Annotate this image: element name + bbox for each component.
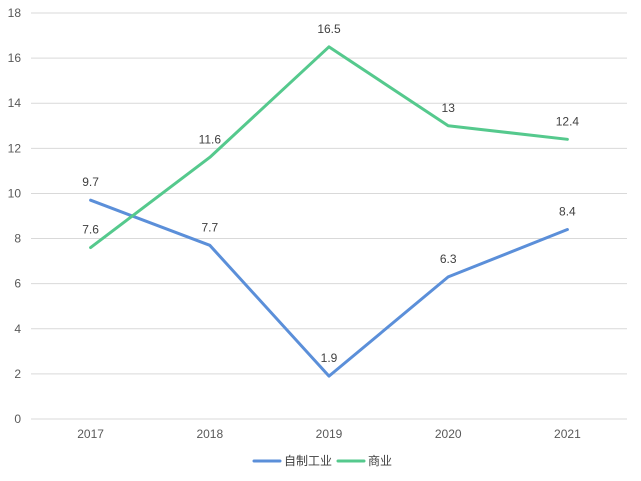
series-line-2 bbox=[89, 45, 569, 250]
legend: 自制工业 商业 bbox=[252, 453, 392, 468]
series-lines bbox=[89, 45, 569, 378]
x-tick-label: 2021 bbox=[554, 427, 581, 441]
series-line-1 bbox=[89, 198, 569, 378]
data-label: 9.7 bbox=[82, 175, 99, 189]
data-label: 11.6 bbox=[199, 132, 222, 146]
data-label: 8.4 bbox=[559, 205, 576, 219]
y-tick-label: 0 bbox=[14, 412, 21, 426]
y-axis-ticks: 0 2 4 6 8 10 12 14 16 18 bbox=[8, 6, 22, 426]
data-label: 12.4 bbox=[556, 114, 580, 128]
x-axis-ticks: 2017 2018 2019 2020 2021 bbox=[77, 427, 581, 441]
data-label: 6.3 bbox=[440, 252, 457, 266]
y-tick-label: 10 bbox=[8, 186, 22, 200]
y-tick-label: 6 bbox=[14, 277, 21, 291]
y-tick-label: 12 bbox=[8, 141, 22, 155]
legend-label-2: 商业 bbox=[368, 453, 392, 468]
x-tick-label: 2018 bbox=[196, 427, 223, 441]
data-labels: 9.7 7.7 1.9 6.3 8.4 7.6 11.6 16.5 13 12.4 bbox=[82, 22, 579, 365]
x-tick-label: 2017 bbox=[77, 427, 104, 441]
y-tick-label: 8 bbox=[14, 232, 21, 246]
data-label: 1.9 bbox=[321, 351, 338, 365]
data-label: 7.6 bbox=[82, 223, 99, 237]
x-tick-label: 2019 bbox=[316, 427, 343, 441]
legend-label-1: 自制工业 bbox=[284, 454, 332, 468]
y-tick-label: 18 bbox=[8, 6, 22, 20]
y-tick-label: 16 bbox=[8, 51, 22, 65]
data-label: 16.5 bbox=[317, 22, 341, 36]
data-label: 13 bbox=[442, 101, 456, 115]
y-tick-label: 14 bbox=[8, 96, 22, 110]
gridlines bbox=[31, 12, 627, 420]
y-tick-label: 2 bbox=[14, 367, 21, 381]
y-tick-label: 4 bbox=[14, 322, 21, 336]
data-label: 7.7 bbox=[201, 220, 218, 234]
x-tick-label: 2020 bbox=[435, 427, 462, 441]
